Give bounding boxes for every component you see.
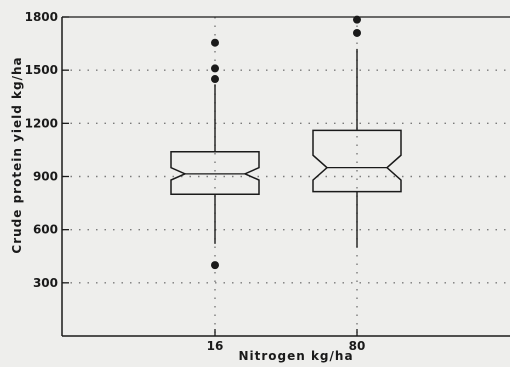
x-tick-label: 80	[349, 339, 366, 353]
y-tick-label: 300	[33, 276, 58, 290]
axes: 300 600 900 1200 1500 1800 16 80	[25, 10, 510, 353]
x-axis-title: Nitrogen kg/ha	[238, 349, 353, 363]
outlier-point	[211, 64, 219, 73]
x-tick-label: 16	[207, 339, 224, 353]
y-axis-title: Crude protein yield kg/ha	[10, 56, 24, 253]
grid-lines	[62, 17, 510, 336]
y-tick-label: 1800	[25, 10, 58, 24]
y-tick-label: 600	[33, 223, 58, 237]
box-16	[170, 150, 260, 195]
outlier-point	[353, 15, 361, 24]
y-tick-label: 1200	[25, 116, 58, 130]
y-tick-label: 1500	[25, 63, 58, 77]
outlier-point	[211, 261, 219, 270]
boxes	[170, 15, 402, 270]
outlier-point	[211, 38, 219, 47]
box-80	[312, 129, 402, 193]
outlier-point	[211, 75, 219, 84]
y-tick-label: 900	[33, 170, 58, 184]
outlier-point	[353, 28, 361, 37]
